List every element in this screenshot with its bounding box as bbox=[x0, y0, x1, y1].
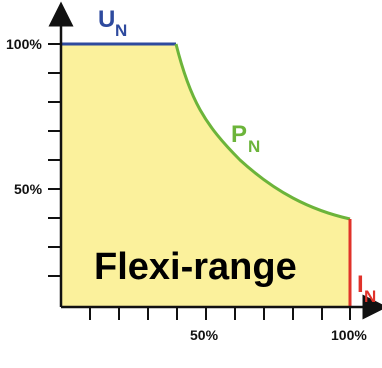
power-curve bbox=[174, 43, 351, 221]
y-tick-label-100: 100% bbox=[6, 36, 42, 52]
x-tick-label-50: 50% bbox=[190, 327, 219, 343]
x-tick-label-100: 100% bbox=[331, 327, 367, 343]
power-label: P N bbox=[231, 121, 260, 156]
y-tick-marks bbox=[48, 43, 61, 277]
svg-text:P: P bbox=[231, 121, 247, 148]
y-tick-label-50: 50% bbox=[14, 181, 43, 197]
svg-text:I: I bbox=[357, 271, 364, 298]
x-tick-marks bbox=[89, 307, 351, 320]
flexi-range-label: Flexi-range bbox=[94, 246, 297, 288]
current-label: I N bbox=[357, 271, 376, 306]
voltage-label: U N bbox=[98, 6, 127, 40]
svg-text:N: N bbox=[248, 137, 260, 156]
svg-text:N: N bbox=[115, 21, 127, 40]
flexi-range-area bbox=[61, 44, 350, 307]
svg-text:U: U bbox=[98, 6, 115, 33]
svg-text:N: N bbox=[364, 287, 376, 306]
